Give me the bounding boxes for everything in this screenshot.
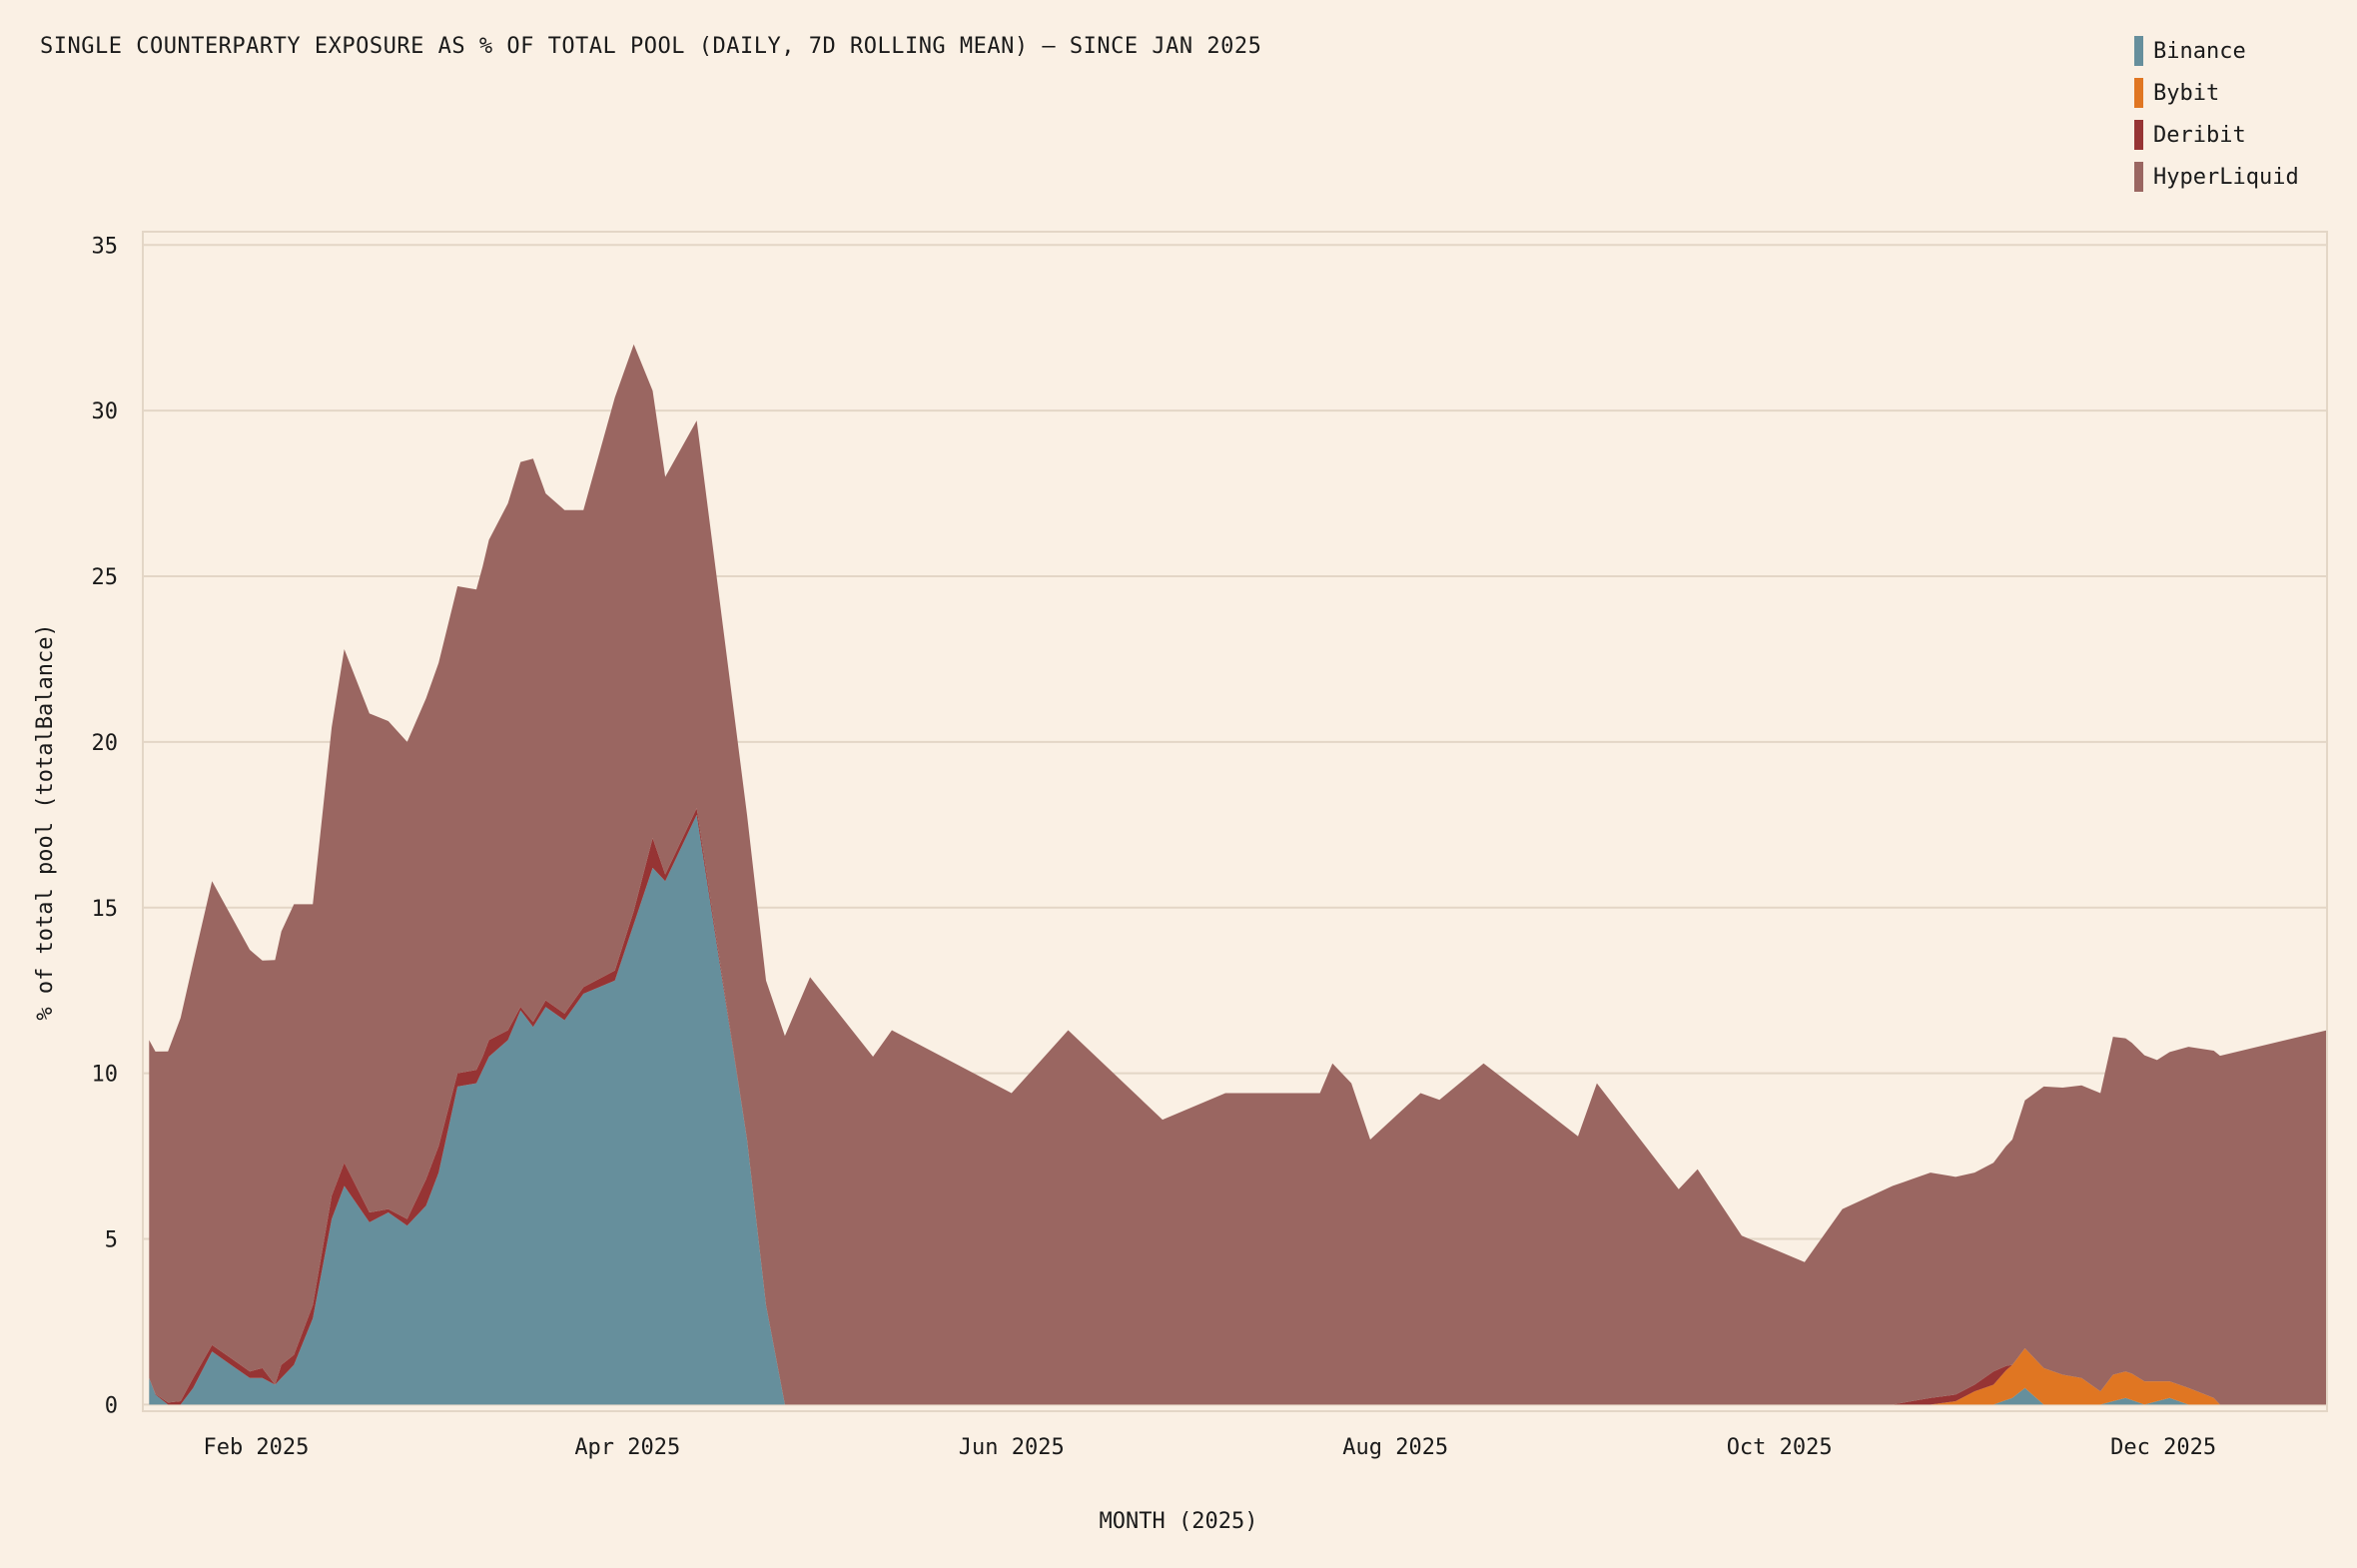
legend-swatch-bybit: [2134, 78, 2143, 108]
area-binance: [149, 814, 2327, 1405]
y-tick-label: 35: [92, 234, 119, 259]
x-tick-label: Dec 2025: [2110, 1435, 2216, 1460]
legend-item-deribit: Deribit: [2134, 114, 2299, 156]
legend-label-hyperliquid: HyperLiquid: [2153, 164, 2299, 190]
y-axis-label: % of total pool (totalBalance): [33, 623, 58, 1020]
y-tick-label: 20: [92, 731, 119, 756]
legend-item-binance: Binance: [2134, 30, 2299, 72]
legend-swatch-hyperliquid: [2134, 162, 2143, 192]
legend: Binance Bybit Deribit HyperLiquid: [2134, 30, 2299, 198]
legend-label-binance: Binance: [2153, 38, 2246, 64]
y-tick-label: 15: [92, 897, 119, 922]
y-tick-label: 25: [92, 565, 119, 590]
area-hyperliquid: [149, 344, 2327, 1405]
legend-label-bybit: Bybit: [2153, 80, 2220, 106]
legend-item-bybit: Bybit: [2134, 72, 2299, 114]
x-tick-label: Jun 2025: [959, 1435, 1065, 1460]
x-tick-label: Feb 2025: [203, 1435, 309, 1460]
x-tick-label: Oct 2025: [1727, 1435, 1833, 1460]
x-tick-label: Aug 2025: [1342, 1435, 1448, 1460]
y-tick-label: 10: [92, 1063, 119, 1088]
x-axis-label: MONTH (2025): [1100, 1509, 1258, 1534]
legend-item-hyperliquid: HyperLiquid: [2134, 156, 2299, 198]
y-tick-label: 30: [92, 399, 119, 424]
plot-frame: [142, 231, 2328, 1412]
y-axis-ticks: 0 5 10 15 20 25 30 35: [92, 234, 119, 1418]
legend-swatch-binance: [2134, 36, 2143, 66]
chart-title: SINGLE COUNTERPARTY EXPOSURE AS % OF TOT…: [40, 34, 1262, 59]
legend-label-deribit: Deribit: [2153, 122, 2246, 148]
stacked-areas: [149, 344, 2327, 1405]
y-tick-label: 0: [105, 1393, 118, 1418]
x-axis-ticks: Feb 2025 Apr 2025 Jun 2025 Aug 2025 Oct 2025…: [203, 1435, 2216, 1460]
legend-swatch-deribit: [2134, 120, 2143, 150]
x-tick-label: Apr 2025: [574, 1435, 680, 1460]
y-tick-label: 5: [105, 1227, 118, 1252]
